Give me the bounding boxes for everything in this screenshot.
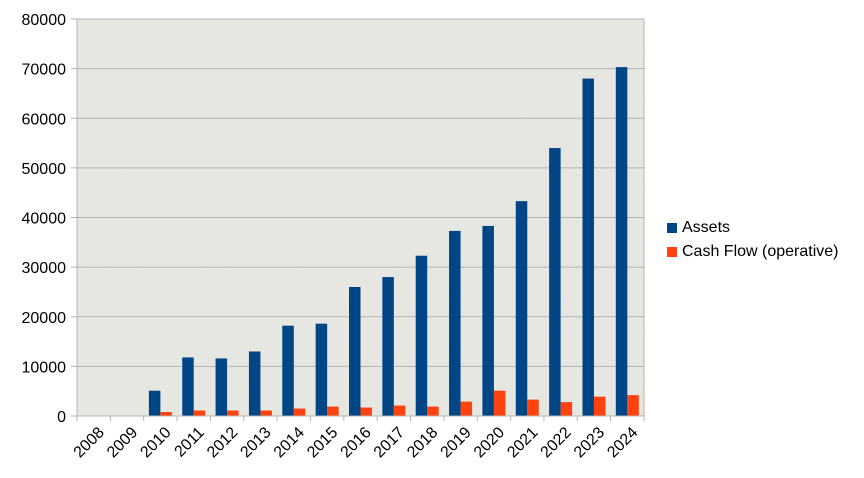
bar-cash-flow-2016 [360, 407, 372, 416]
legend: Assets Cash Flow (operative) [667, 216, 839, 264]
bar-assets-2024 [615, 67, 628, 416]
bar-cash-flow-2023 [593, 396, 606, 416]
bar-cash-flow-2014 [293, 408, 306, 416]
x-tick-label-2019: 2019 [438, 424, 475, 461]
y-tick-label-0: 0 [57, 409, 66, 426]
bar-assets-2017 [382, 277, 394, 416]
x-tick-label-2020: 2020 [471, 424, 508, 461]
y-tick-label-50000: 50000 [22, 161, 67, 178]
legend-label-assets: Assets [682, 219, 731, 236]
x-tick-label-2022: 2022 [538, 424, 575, 461]
bar-cash-flow-2018 [427, 406, 439, 416]
x-tick-label-2014: 2014 [271, 424, 308, 461]
bar-cash-flow-2020 [493, 390, 506, 416]
bar-assets-2011 [182, 357, 194, 416]
x-tick-label-2018: 2018 [404, 424, 441, 461]
axes [76, 18, 645, 421]
x-tick-label-2017: 2017 [371, 424, 408, 461]
bar-assets-2019 [449, 230, 461, 416]
bar-cash-flow-2021 [527, 399, 539, 416]
bar-cash-flow-2012 [227, 410, 239, 416]
bar-cash-flow-2015 [327, 406, 339, 416]
bar-assets-2013 [248, 351, 261, 416]
x-tick-label-2009: 2009 [104, 424, 141, 461]
bar-assets-2021 [515, 201, 528, 416]
x-tick-label-2021: 2021 [504, 424, 541, 461]
legend-item-cash-flow: Cash Flow (operative) [667, 240, 839, 264]
x-tick-label-2024: 2024 [604, 424, 641, 461]
x-tick-label-2010: 2010 [137, 424, 174, 461]
bar-assets-2022 [549, 148, 561, 416]
y-tick-label-70000: 70000 [22, 62, 67, 79]
x-tick-label-2016: 2016 [337, 424, 374, 461]
y-tick-label-40000: 40000 [22, 211, 67, 228]
bar-cash-flow-2017 [393, 405, 406, 416]
bar-assets-2012 [215, 358, 228, 416]
y-tick-label-80000: 80000 [22, 12, 67, 29]
bars [148, 67, 639, 417]
x-tick-label-2011: 2011 [172, 424, 208, 460]
bar-assets-2010 [148, 390, 161, 416]
bar-cash-flow-2010 [160, 412, 172, 416]
bar-assets-2018 [415, 255, 428, 416]
x-tick-label-2012: 2012 [204, 424, 241, 461]
bar-assets-2020 [482, 225, 494, 416]
bar-assets-2015 [315, 323, 328, 416]
x-tick-label-2023: 2023 [571, 424, 608, 461]
x-tick-label-2008: 2008 [71, 424, 108, 461]
legend-swatch-cash-flow [667, 247, 677, 257]
bar-cash-flow-2022 [560, 402, 573, 416]
bar-assets-2023 [582, 78, 594, 417]
legend-swatch-assets [667, 223, 677, 233]
bar-cash-flow-2024 [627, 395, 639, 416]
bar-cash-flow-2011 [193, 410, 206, 416]
y-tick-label-60000: 60000 [22, 111, 67, 128]
x-tick-label-2013: 2013 [237, 424, 274, 461]
y-tick-label-20000: 20000 [22, 310, 67, 327]
y-tick-labels: 0 10000 20000 30000 40000 50000 60000 70000 8000… [22, 12, 67, 426]
bar-assets-2014 [282, 325, 294, 416]
legend-item-assets: Assets [667, 216, 839, 240]
bar-assets-2016 [349, 286, 361, 416]
x-tick-labels: 2008200920102011201220132014201520162017… [71, 424, 642, 461]
legend-label-cash-flow: Cash Flow (operative) [682, 243, 839, 260]
y-tick-label-30000: 30000 [22, 260, 67, 277]
y-tick-label-10000: 10000 [22, 359, 67, 376]
bar-cash-flow-2013 [260, 410, 272, 416]
bar-cash-flow-2019 [460, 401, 473, 416]
x-tick-label-2015: 2015 [304, 424, 341, 461]
